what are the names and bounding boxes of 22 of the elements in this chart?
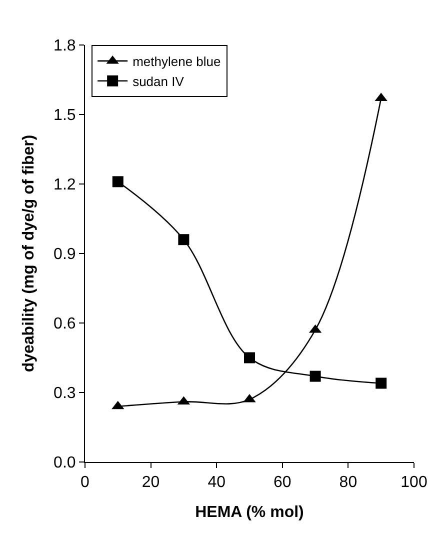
y-tick-label: 0.9 [54, 246, 76, 264]
x-axis-title: HEMA (% mol) [195, 504, 304, 521]
x-tick-label: 20 [142, 474, 160, 492]
point [112, 176, 124, 188]
y-axis-title: dyeability (mg of dye/g of fiber) [20, 134, 38, 372]
point [244, 352, 255, 364]
legend-label: sudan IV [132, 74, 184, 89]
legend-label: methylene blue [132, 54, 221, 70]
y-tick-label: 1.2 [54, 176, 76, 194]
y-tick-label: 0.3 [54, 385, 76, 402]
y-tick-label: 0.0 [54, 454, 76, 472]
x-tick-label: 40 [208, 474, 226, 492]
x-tick-label: 100 [400, 474, 428, 492]
y-tick-label: 1.8 [54, 38, 76, 55]
x-tick-label: 80 [339, 474, 358, 492]
x-tick-label: 0 [80, 474, 90, 492]
x-tick-label: 60 [274, 474, 292, 492]
point [178, 234, 190, 246]
y-tick-label: 1.5 [54, 107, 76, 124]
point [310, 370, 321, 382]
y-tick-label: 0.6 [54, 316, 76, 333]
point [376, 378, 387, 389]
